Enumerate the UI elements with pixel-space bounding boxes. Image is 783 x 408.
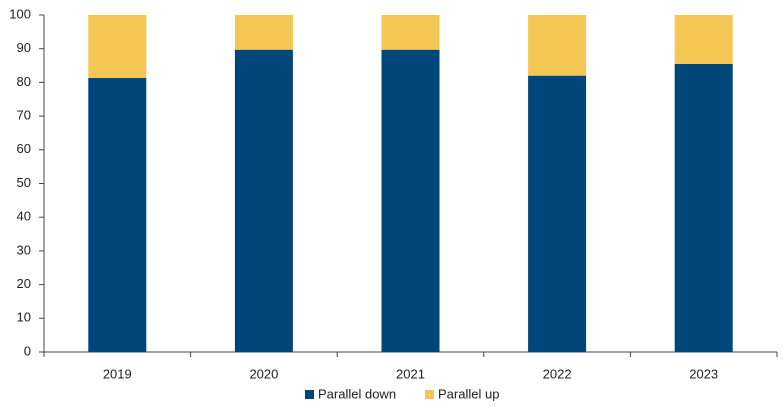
- y-tick-label: 40: [17, 209, 31, 224]
- x-tick-label: 2020: [249, 366, 278, 381]
- y-tick-label: 100: [9, 6, 31, 21]
- x-tick-label: 2019: [103, 366, 132, 381]
- bar-segment: [234, 15, 293, 50]
- bar-segment: [88, 78, 147, 353]
- x-tick-label: 2022: [543, 366, 572, 381]
- bar-segment: [381, 15, 440, 50]
- legend-label: Parallel down: [318, 386, 396, 401]
- y-tick-label: 60: [17, 141, 31, 156]
- y-tick-label: 20: [17, 276, 31, 291]
- legend-label: Parallel up: [438, 386, 499, 401]
- y-tick-label: 90: [17, 40, 31, 55]
- y-tick-label: 10: [17, 310, 31, 325]
- y-tick-label: 70: [17, 108, 31, 123]
- bar-segment: [381, 49, 440, 352]
- y-tick-label: 0: [24, 343, 31, 358]
- bar-segment: [528, 15, 587, 76]
- y-tick-label: 80: [17, 74, 31, 89]
- y-tick-label: 50: [17, 175, 31, 190]
- x-tick-label: 2021: [396, 366, 425, 381]
- bar-segment: [234, 49, 293, 352]
- bar-segment: [528, 75, 587, 352]
- y-tick-label: 30: [17, 242, 31, 257]
- bar-segment: [88, 15, 147, 79]
- x-tick-label: 2023: [689, 366, 718, 381]
- bar-segment: [674, 15, 733, 64]
- legend-swatch: [425, 390, 434, 399]
- bar-segment: [674, 63, 733, 353]
- legend-swatch: [305, 390, 314, 399]
